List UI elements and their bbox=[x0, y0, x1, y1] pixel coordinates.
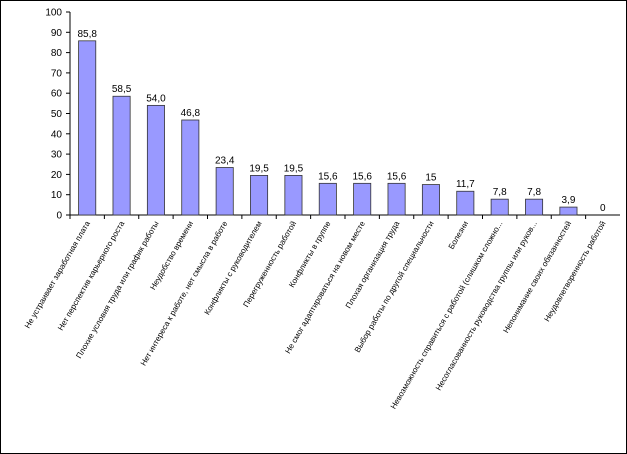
value-label: 7,8 bbox=[527, 187, 541, 198]
value-label: 3,9 bbox=[561, 195, 575, 206]
x-tick-label: Неудовлетворенность работой bbox=[542, 220, 607, 324]
value-label: 23,4 bbox=[215, 155, 235, 166]
bar bbox=[421, 184, 440, 216]
value-label: 46,8 bbox=[181, 108, 201, 119]
y-tick-label: 20 bbox=[51, 170, 63, 181]
y-tick-label: 10 bbox=[51, 190, 63, 201]
bar bbox=[78, 40, 97, 216]
y-tick-label: 70 bbox=[51, 68, 63, 79]
value-label: 58,5 bbox=[112, 84, 132, 95]
value-label: 15,6 bbox=[318, 171, 338, 182]
x-tick-label: Непонимание своих обязанностей bbox=[501, 220, 573, 335]
bar bbox=[215, 167, 234, 216]
value-label: 19,5 bbox=[249, 163, 269, 174]
value-label: 15,6 bbox=[352, 171, 372, 182]
y-tick-label: 40 bbox=[51, 129, 63, 140]
y-tick-label: 60 bbox=[51, 89, 63, 100]
x-tick-label: Выбор работы по другой специальности bbox=[353, 220, 436, 355]
bar bbox=[181, 119, 200, 216]
y-tick-label: 30 bbox=[51, 150, 63, 161]
bar bbox=[559, 206, 578, 216]
x-tick-label: Конфликты с руководителем bbox=[203, 220, 264, 317]
y-tick-label: 50 bbox=[51, 109, 63, 120]
bar bbox=[353, 182, 372, 216]
y-tick-label: 100 bbox=[45, 8, 62, 19]
value-label: 54,0 bbox=[146, 93, 166, 104]
value-label: 11,7 bbox=[456, 179, 475, 190]
bar bbox=[387, 182, 406, 216]
value-label: 85,8 bbox=[77, 29, 97, 40]
value-label: 15,6 bbox=[387, 171, 407, 182]
y-tick-label: 90 bbox=[51, 28, 63, 39]
value-label: 15 bbox=[425, 173, 437, 184]
bar bbox=[525, 198, 544, 216]
bar bbox=[112, 95, 131, 216]
x-tick-label: Не устраивает заработная плата bbox=[23, 219, 92, 330]
bar bbox=[250, 175, 269, 216]
bar bbox=[318, 182, 337, 216]
bar bbox=[146, 104, 165, 216]
value-label: 19,5 bbox=[284, 163, 304, 174]
bar bbox=[490, 198, 509, 216]
x-tick-label: Нет перспектив карьерного роста bbox=[56, 219, 127, 332]
y-tick-label: 80 bbox=[51, 48, 63, 59]
x-tick-label: Болезни bbox=[447, 220, 470, 251]
bar bbox=[284, 175, 303, 216]
value-label: 7,8 bbox=[493, 187, 507, 198]
value-label: 0 bbox=[600, 203, 606, 214]
bar bbox=[456, 190, 475, 216]
y-tick-label: 0 bbox=[56, 211, 62, 222]
